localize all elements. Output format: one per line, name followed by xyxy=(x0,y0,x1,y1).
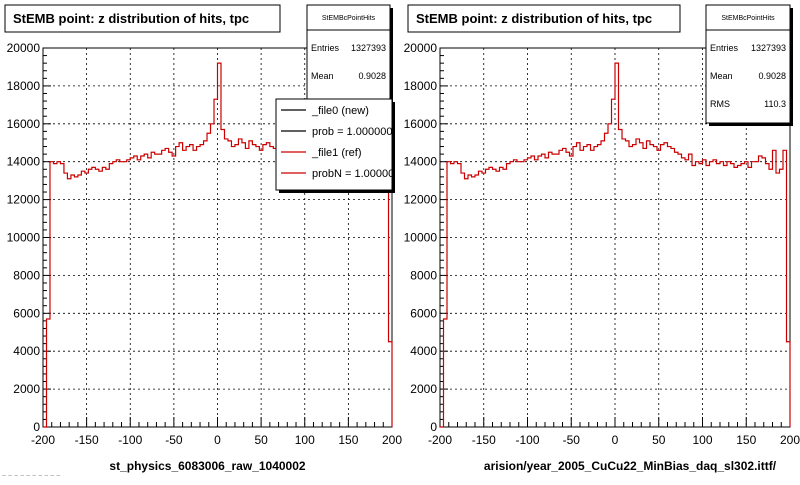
x-axis-label: arision/year_2005_CuCu22_MinBias_daq_sl3… xyxy=(484,459,777,473)
x-axis-label: st_physics_6083006_raw_1040002 xyxy=(109,459,305,473)
x-tick-label: 50 xyxy=(652,433,666,447)
chart-title: StEMB point: z distribution of hits, tpc xyxy=(13,11,249,26)
y-tick-label: 18000 xyxy=(404,79,438,93)
chart-title: StEMB point: z distribution of hits, tpc xyxy=(416,11,652,26)
stats-mean-label: Mean xyxy=(710,71,733,81)
y-tick-label: 16000 xyxy=(7,117,41,131)
y-tick-label: 18000 xyxy=(7,79,41,93)
stats-entries-label: Entries xyxy=(710,43,739,53)
y-tick-label: 10000 xyxy=(7,231,41,245)
legend-box xyxy=(275,98,393,191)
stats-entries-value: 1327393 xyxy=(351,43,386,53)
x-tick-label: -100 xyxy=(118,433,142,447)
stats-mean-value: 0.9028 xyxy=(358,71,386,81)
y-tick-label: 0 xyxy=(33,420,40,434)
y-tick-label: 6000 xyxy=(410,306,437,320)
y-tick-label: 4000 xyxy=(13,344,40,358)
y-tick-label: 12000 xyxy=(7,193,41,207)
chart-panel-1: 0200040006000800010000120001400016000180… xyxy=(4,4,402,473)
y-tick-label: 14000 xyxy=(404,155,438,169)
y-tick-label: 4000 xyxy=(410,344,437,358)
x-tick-label: 100 xyxy=(295,433,315,447)
x-tick-label: 200 xyxy=(382,433,402,447)
stats-entries-value: 1327393 xyxy=(751,43,786,53)
y-tick-label: 8000 xyxy=(410,268,437,282)
x-tick-label: 100 xyxy=(692,433,712,447)
stats-box xyxy=(306,4,391,102)
y-tick-label: 14000 xyxy=(7,155,41,169)
stats-entries-label: Entries xyxy=(311,43,340,53)
stats-rms-label: RMS xyxy=(710,99,730,109)
x-tick-label: 200 xyxy=(780,433,800,447)
x-tick-label: -150 xyxy=(472,433,496,447)
histogram-series-1 xyxy=(440,62,791,428)
x-tick-label: -200 xyxy=(31,433,55,447)
y-tick-label: 0 xyxy=(430,420,437,434)
y-tick-label: 2000 xyxy=(13,382,40,396)
x-tick-label: 150 xyxy=(338,433,358,447)
x-tick-label: 150 xyxy=(736,433,756,447)
x-tick-label: -50 xyxy=(165,433,183,447)
legend-entries: _file0 (new) prob = 1.000000 _file1 (ref) p… xyxy=(281,105,400,180)
y-tick-label: 6000 xyxy=(13,306,40,320)
stats-mean-value: 0.9028 xyxy=(758,71,786,81)
y-tick-label: 20000 xyxy=(404,41,438,55)
y-tick-label: 12000 xyxy=(404,193,438,207)
x-tick-label: -50 xyxy=(563,433,581,447)
legend-label: _file1 (ref) xyxy=(311,147,362,159)
legend-label: _file0 (new) xyxy=(311,105,369,117)
footer-text: ~ ~ ~ ~ ~ ~ ~ ~ ~ ~ xyxy=(2,473,60,480)
stats-name: StEMBcPointHits xyxy=(721,15,775,22)
x-tick-label: 0 xyxy=(612,433,619,447)
title-box xyxy=(4,4,281,33)
legend-label: prob = 1.000000 xyxy=(312,126,392,138)
stats-mean-label: Mean xyxy=(311,71,334,81)
stats-name: StEMBcPointHits xyxy=(322,15,376,22)
x-tick-label: 50 xyxy=(254,433,268,447)
legend-label: probN = 1.000000 xyxy=(312,168,400,180)
y-tick-label: 16000 xyxy=(404,117,438,131)
y-tick-label: 8000 xyxy=(13,268,40,282)
x-tick-label: -200 xyxy=(428,433,452,447)
y-tick-label: 20000 xyxy=(7,41,41,55)
y-tick-label: 10000 xyxy=(404,231,438,245)
x-tick-label: -150 xyxy=(75,433,99,447)
legend: _file0 (new) prob = 1.000000 _file1 (ref) p… xyxy=(275,98,400,193)
stats-box xyxy=(705,4,791,124)
title-box xyxy=(407,4,681,33)
stats-rms-value: 110.3 xyxy=(764,99,786,109)
chart-panel-2: 0200040006000800010000120001400016000180… xyxy=(404,4,800,473)
x-tick-label: -100 xyxy=(515,433,539,447)
x-tick-label: 0 xyxy=(214,433,221,447)
y-tick-label: 2000 xyxy=(410,382,437,396)
